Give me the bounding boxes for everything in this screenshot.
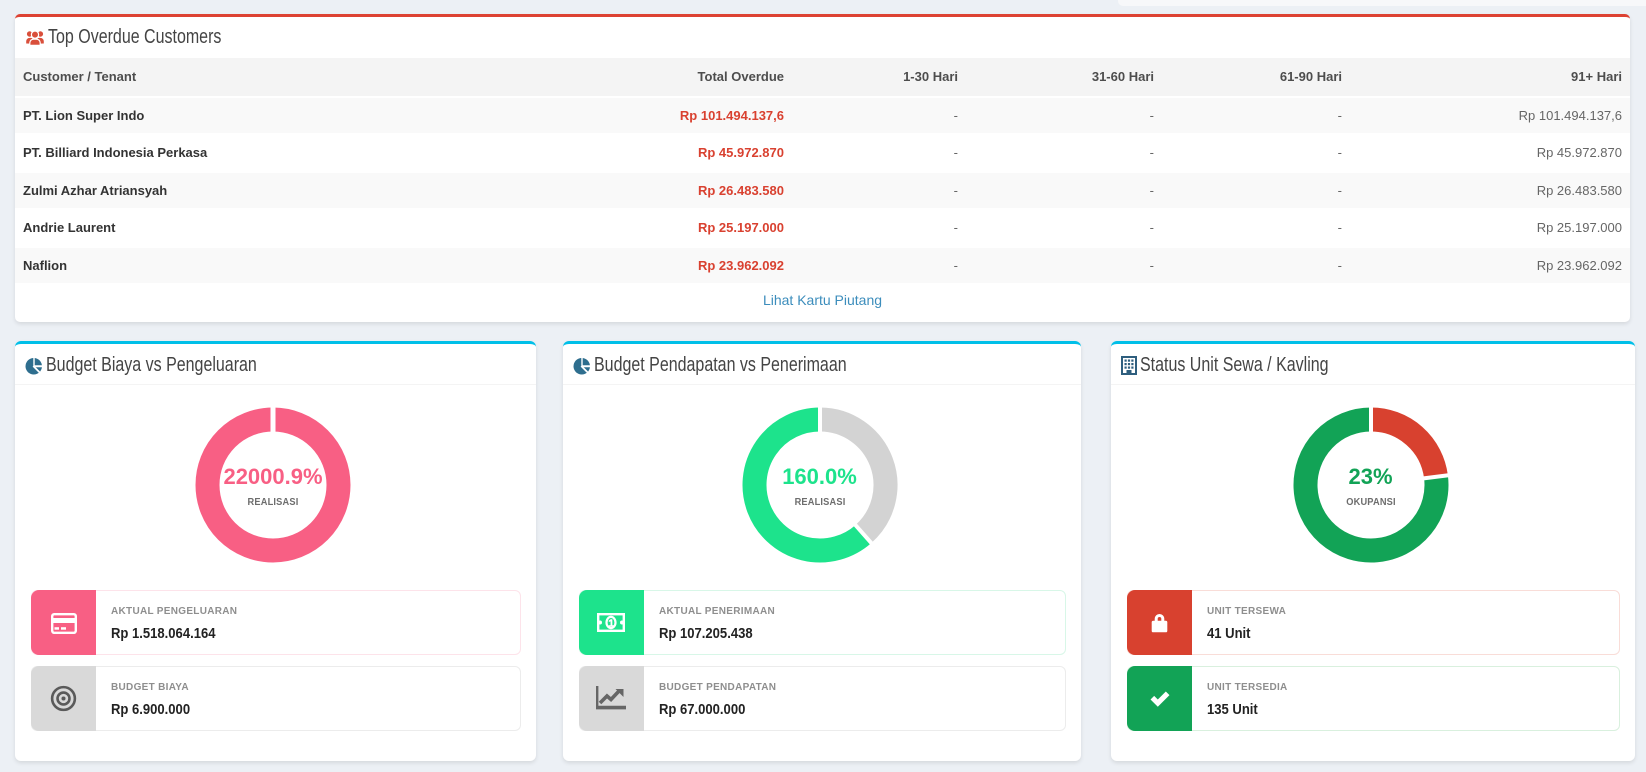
svg-text:1: 1 <box>608 618 614 629</box>
